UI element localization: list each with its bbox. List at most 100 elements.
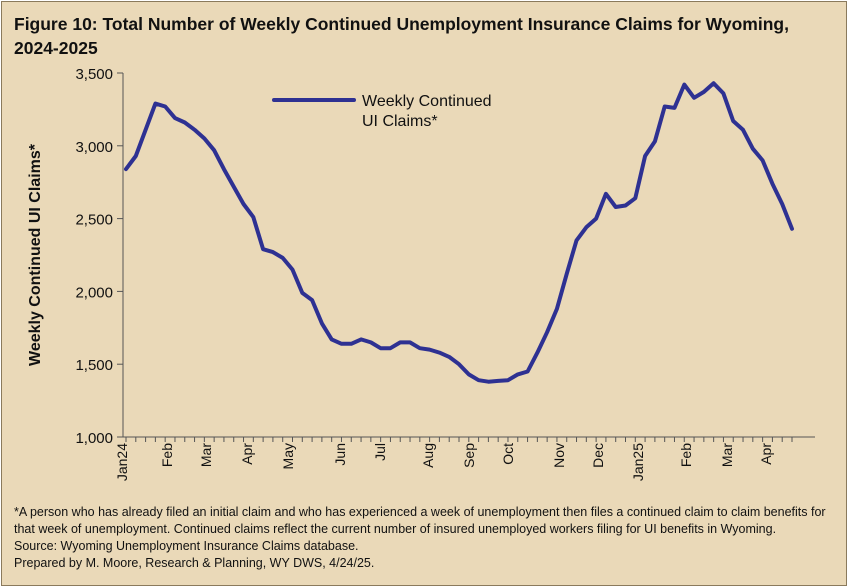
data-point: [712, 82, 715, 85]
data-point: [369, 341, 372, 344]
data-point: [232, 185, 235, 188]
data-point: [693, 96, 696, 99]
data-point: [134, 154, 137, 157]
data-point: [203, 137, 206, 140]
x-month-label: Jan25: [630, 443, 646, 481]
data-point: [213, 149, 216, 152]
data-point: [477, 379, 480, 382]
data-point: [722, 92, 725, 95]
data-point: [340, 342, 343, 345]
data-point: [291, 268, 294, 271]
x-month-label: Apr: [758, 443, 774, 465]
y-tick-label: 1,000: [75, 430, 113, 447]
data-point: [781, 203, 784, 206]
data-point: [458, 363, 461, 366]
data-point: [301, 291, 304, 294]
data-point: [125, 168, 128, 171]
data-point: [732, 120, 735, 123]
data-point: [761, 159, 764, 162]
chart-title: Figure 10: Total Number of Weekly Contin…: [14, 14, 789, 58]
data-point: [644, 154, 647, 157]
data-point: [409, 341, 412, 344]
data-point: [193, 128, 196, 131]
data-point: [360, 338, 363, 341]
x-month-label: Feb: [678, 443, 694, 467]
footnote-asterisk: *A person who has already filed an initi…: [14, 505, 826, 536]
y-tick-label: 3,500: [75, 66, 113, 83]
data-point: [575, 239, 578, 242]
data-point: [467, 373, 470, 376]
y-tick-label: 3,000: [75, 139, 113, 156]
data-point: [497, 379, 500, 382]
data-point: [555, 307, 558, 310]
data-point: [624, 204, 627, 207]
x-month-label: Jan24: [114, 443, 130, 481]
data-point: [663, 105, 666, 108]
data-point: [252, 216, 255, 219]
data-point: [350, 342, 353, 345]
data-point: [653, 140, 656, 143]
data-point: [536, 351, 539, 354]
data-point: [428, 348, 431, 351]
data-point: [604, 192, 607, 195]
data-point: [144, 128, 147, 131]
data-point: [418, 347, 421, 350]
data-point: [311, 299, 314, 302]
data-point: [565, 272, 568, 275]
x-month-label: Aug: [420, 443, 436, 468]
data-point: [506, 379, 509, 382]
data-point: [791, 227, 794, 230]
y-tick-label: 1,500: [75, 357, 113, 374]
data-point: [595, 217, 598, 220]
data-point: [173, 117, 176, 120]
legend-label: Weekly Continued UI Claims*: [362, 93, 492, 130]
x-month-label: Dec: [590, 443, 606, 468]
data-point: [271, 251, 274, 254]
data-point: [585, 226, 588, 229]
data-point: [448, 355, 451, 358]
x-month-label: Mar: [719, 443, 735, 467]
footnote-prepared-by: Prepared by M. Moore, Research & Plannin…: [14, 556, 375, 570]
data-point: [487, 380, 490, 383]
data-point: [438, 351, 441, 354]
data-point: [154, 102, 157, 105]
x-month-label: Feb: [159, 443, 175, 467]
data-point: [222, 168, 225, 171]
data-point: [281, 256, 284, 259]
x-month-label: Nov: [551, 443, 567, 468]
data-point: [526, 370, 529, 373]
data-point: [379, 347, 382, 350]
data-point: [614, 205, 617, 208]
x-month-label: Sep: [461, 443, 477, 468]
x-month-label: May: [280, 443, 296, 469]
y-tick-label: 2,500: [75, 212, 113, 229]
x-month-label: Mar: [198, 443, 214, 467]
data-point: [389, 347, 392, 350]
footnote-source: Source: Wyoming Unemployment Insurance C…: [14, 539, 359, 553]
data-point: [546, 331, 549, 334]
data-point: [330, 338, 333, 341]
data-point: [164, 105, 167, 108]
data-point: [702, 90, 705, 93]
y-axis-title: Weekly Continued UI Claims*: [27, 143, 44, 366]
data-point: [399, 341, 402, 344]
x-month-label: Jul: [372, 443, 388, 461]
series-line-weekly-continued-ui-claims: [124, 81, 794, 384]
data-point: [242, 203, 245, 206]
data-point: [683, 83, 686, 86]
data-point: [751, 147, 754, 150]
data-point: [673, 106, 676, 109]
data-point: [183, 121, 186, 124]
x-month-label: Apr: [239, 443, 255, 465]
data-point: [516, 373, 519, 376]
x-month-label: Oct: [500, 443, 516, 465]
data-point: [262, 248, 265, 251]
data-point: [742, 128, 745, 131]
x-month-label: Jun: [332, 443, 348, 466]
y-tick-label: 2,000: [75, 284, 113, 301]
data-point: [771, 182, 774, 185]
data-point: [320, 322, 323, 325]
data-point: [634, 197, 637, 200]
line-chart: 1,000 1,500 2,000 2,500 3,000 3,500 Weekly Con…: [27, 66, 815, 481]
